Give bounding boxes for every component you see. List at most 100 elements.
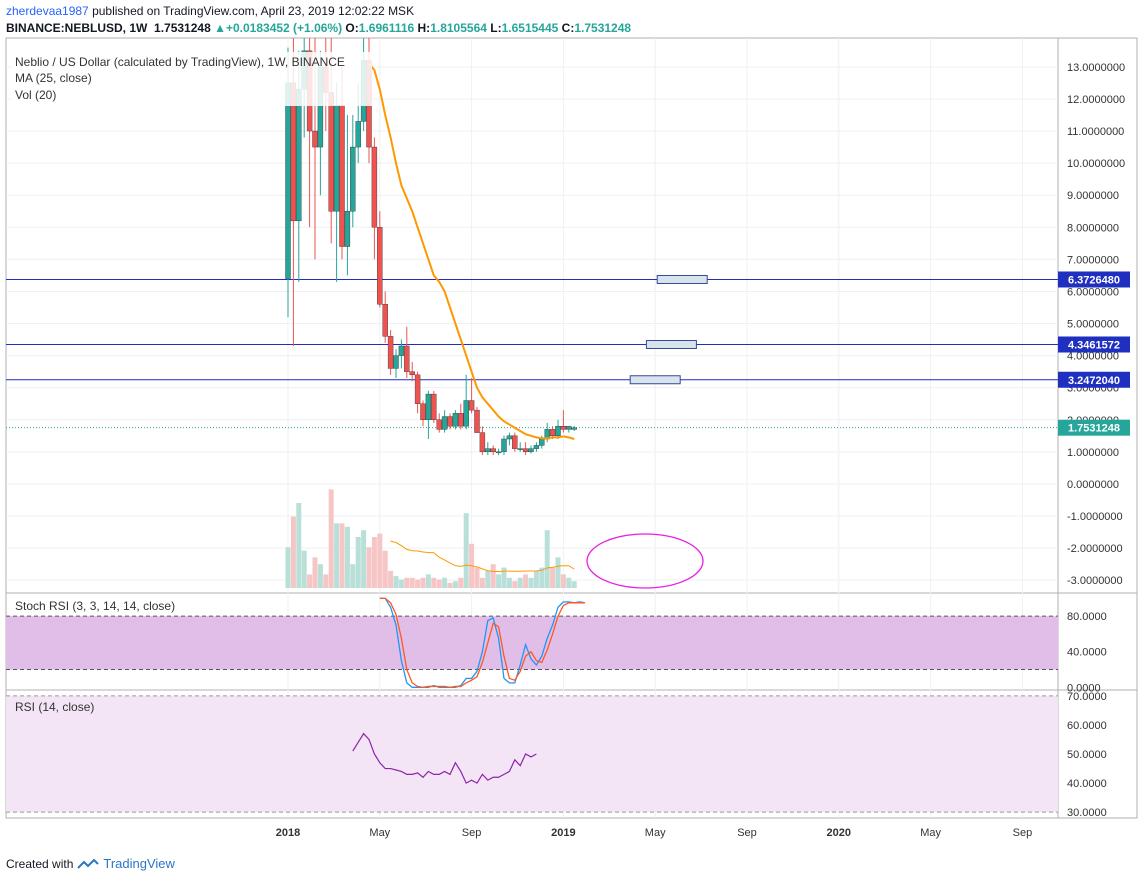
price-tick-label: -1.0000000 [1067,511,1123,523]
volume-bar [528,577,534,588]
candle-body [436,419,442,430]
rsi-tick-label: 60.0000 [1067,720,1107,732]
candle-body [479,432,486,453]
candle-body [501,438,507,453]
annotation-ellipse [586,533,704,589]
x-tick-label: Sep [462,827,482,839]
x-tick-label: May [369,827,390,839]
volume-bar [344,526,350,588]
volume-bar [490,564,496,588]
stoch-tick-label: 0.0000 [1067,682,1101,694]
projection-box [645,339,697,349]
low-label: L: [490,21,502,35]
indicator-legend: MA (25, close) [15,71,92,85]
volume-bar [382,550,388,588]
candle-body [512,435,518,449]
candle-body [441,416,448,430]
chart-canvas[interactable]: 2018 May Sep 2019 May Sep 2020 May Sep 13.0000000… [0,0,1142,850]
candle-body [474,409,480,433]
price-tick-label: 9.0000000 [1067,190,1119,202]
volume-bar [442,577,448,588]
volume-bar [555,557,561,588]
volume-bar [290,516,296,588]
close-label: C: [561,21,575,35]
volume-bar [566,577,572,588]
volume-bar [496,574,502,588]
volume-bar [550,567,556,588]
volume-bar [404,577,410,588]
candle-body [333,105,340,212]
candle-body [398,345,405,356]
x-tick-label: May [920,827,941,839]
volume-bar [523,574,529,588]
tradingview-brand[interactable]: TradingView [103,856,175,871]
price-tick-label: 5.0000000 [1067,319,1119,331]
price-tick-label: 1.0000000 [1067,447,1119,459]
volume-bar [361,530,367,588]
level-price-tag [1058,271,1130,288]
volume-bar [485,571,491,588]
candle-body [339,105,345,247]
volume-bar [501,567,507,588]
candle-body [458,413,464,427]
price-tick-label: -3.0000000 [1067,575,1123,587]
author-link[interactable]: zherdevaa1987 [6,4,89,18]
candle-body [344,211,351,247]
tradingview-logo-icon [77,858,100,869]
main-chart-title: Neblio / US Dollar (calculated by Tradin… [15,55,345,69]
volume-bar [409,577,415,588]
level-price-label: 6.3726480 [1068,274,1120,286]
candle-body [296,89,302,222]
candle-body [431,393,437,420]
candle-body [328,92,334,212]
candle-body [549,429,556,437]
candle-body [350,146,356,212]
symbol-label: BINANCE:NEBLUSD, 1W [6,21,148,35]
ma25-line [368,63,575,440]
candle-body [425,393,432,420]
candle-body [312,130,318,148]
candle-body [404,345,410,372]
volume-bar [366,547,372,588]
x-tick-label: Sep [1013,827,1033,839]
created-with-label: Created with [6,856,74,871]
volume-ma-line [390,540,575,573]
rsi-title: RSI (14, close) [15,700,94,714]
candle-body [387,336,394,369]
last-price: 1.7531248 [154,21,211,35]
volume-bar [474,567,480,588]
volume-bar [355,537,361,588]
volume-bar [533,571,539,588]
x-tick-label: May [645,827,666,839]
candle-body [528,448,534,453]
volume-bar [539,567,545,588]
price-tick-label: 6.0000000 [1067,286,1119,298]
candle-body [409,371,415,376]
candle-body [393,355,399,369]
rsi-band [6,695,1058,813]
candle-body [447,416,453,427]
price-tick-label: 11.0000000 [1067,126,1124,138]
stoch-k-line [379,597,586,688]
volume-bar [415,579,421,588]
candle-body [560,425,567,430]
volume-bar [479,577,485,588]
close-value: 1.7531248 [574,21,632,35]
volume-bar [312,557,318,588]
price-tick-label: 10.0000000 [1067,158,1125,170]
rsi-tick-label: 50.0000 [1067,749,1107,761]
candle-body [522,448,529,453]
open-value: 1.6961116 [358,21,415,35]
publish-info: published on TradingView.com, April 23, … [92,4,415,18]
rsi-tick-label: 70.0000 [1067,691,1107,703]
volume-bar [307,574,313,588]
stoch-band [6,616,1058,670]
volume-bar [436,579,442,588]
up-arrow-icon: ▲ [214,21,226,35]
price-tick-label: 8.0000000 [1067,222,1119,234]
volume-bar [317,564,323,588]
x-tick-label: 2019 [551,827,575,839]
last-price-tag [1058,419,1130,436]
candle-body [377,227,383,305]
volume-bar [420,577,426,588]
